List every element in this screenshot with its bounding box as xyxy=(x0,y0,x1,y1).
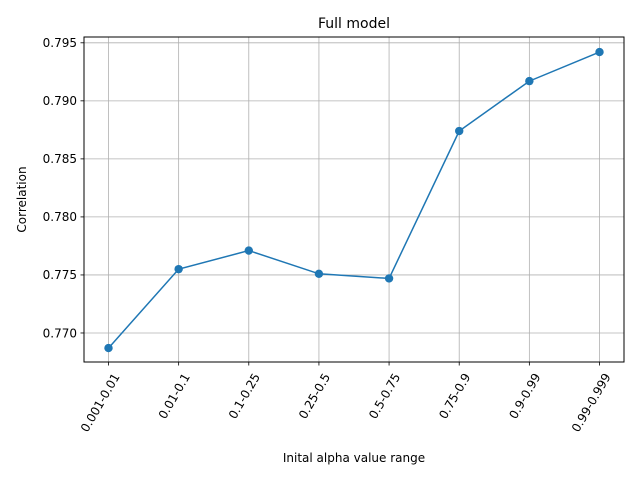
data-point xyxy=(525,76,534,86)
data-point xyxy=(244,246,253,255)
x-axis-label: Inital alpha value range xyxy=(283,451,425,465)
data-point xyxy=(104,343,113,353)
data-point xyxy=(314,269,324,278)
y-tick-label: 0.790 xyxy=(43,94,77,108)
plot-frame xyxy=(83,36,625,363)
y-tick-label: 0.795 xyxy=(43,36,77,50)
data-point xyxy=(595,47,604,57)
data-point xyxy=(455,126,464,136)
data-point xyxy=(174,264,183,274)
series-layer xyxy=(104,47,604,353)
y-tick-label: 0.775 xyxy=(43,268,77,282)
y-axis-label: Correlation xyxy=(15,166,29,232)
y-tick-label: 0.780 xyxy=(43,210,77,224)
chart-title: Full model xyxy=(318,16,390,32)
y-tick-label: 0.785 xyxy=(43,152,77,166)
y-tick-label: 0.770 xyxy=(43,326,77,340)
series-line xyxy=(107,51,600,349)
grid xyxy=(84,37,624,362)
data-point xyxy=(384,274,394,283)
